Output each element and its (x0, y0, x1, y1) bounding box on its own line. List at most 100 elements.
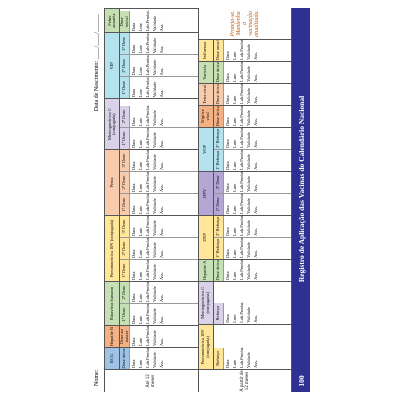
birth-label: Data de Nascimento: ____/____/______ (94, 14, 100, 112)
doses: 1ª Dose Data Lote Lab.Produt. Validade Ass. 2ª… (120, 281, 198, 325)
field-label: Data (131, 249, 136, 259)
age-label: A partir de 12 meses (198, 369, 291, 392)
field-label: Data (131, 359, 136, 369)
field-label: Ass. (252, 73, 258, 82)
dose-cell: Reforço Data Lote Lab.Produt. Validade Ass. (213, 301, 292, 324)
field-label: Data (224, 271, 230, 280)
vaccine-group: Tetra viral Dose única Data Lote Lab.Produt.… (198, 83, 292, 105)
dose-label: 2º Reforço (213, 215, 224, 237)
field-label: Ass. (159, 89, 164, 98)
dose-label: Reforço (213, 302, 224, 324)
field-label: Lab.Produt. (238, 148, 244, 170)
field-label: Lab.Produt. (145, 104, 150, 126)
field-label: Data (131, 88, 136, 98)
field-label: Lab.Produt. (238, 346, 244, 368)
field-label: Validade (152, 286, 157, 302)
field-label: Ass. (159, 272, 164, 280)
field-label: Validade (245, 154, 251, 170)
field-label: Lab.Produt. (145, 126, 150, 148)
field-label: Ass. (159, 45, 164, 54)
field-label: Lote (231, 227, 237, 236)
dose-label: Dose única (213, 259, 224, 281)
vaccine-name: Varicela (198, 61, 214, 83)
age-row: A partir de 12 meses Pneumocócica 10V (co… (198, 8, 292, 392)
field-label: Lote (138, 337, 143, 346)
field-label: Ass. (252, 271, 258, 280)
field-label: Lab.Produt. (238, 214, 244, 236)
dose-label: 1ª Dose (120, 194, 130, 215)
field-label: Validade (152, 15, 157, 32)
field-label: Lab.Produt. (238, 258, 244, 280)
field-label: Data (131, 337, 136, 347)
dose-label: 1º Reforço (213, 149, 224, 171)
dose-label: Dose única (213, 83, 224, 105)
doses: Dose única Data Lote Lab.Produt. Validade Ass… (213, 258, 292, 281)
dose-cell: Dose única Data Lote Lab.Produt. Validade Ass… (213, 61, 292, 83)
field-label: Lab.Produt. (145, 10, 150, 32)
field-label: Lote (138, 117, 143, 126)
doses: Dose inicial Data Lote Lab.Produt. Validade A… (119, 9, 198, 33)
field-label: Validade (152, 59, 157, 76)
field-label: Data (131, 183, 136, 193)
doses: Dose única Data Lote Lab.Produt. Validade Ass… (213, 61, 292, 83)
dose-label: Dose ao nascer (119, 326, 130, 347)
field-label: Lote (138, 23, 143, 32)
vaccine-group: DTP 1º Reforço Data Lote Lab.Produt. Validade… (198, 214, 291, 259)
vaccine-name: Meningocócica C (conjugada) (198, 281, 214, 324)
vaccine-name: Pneumocócica 10V (conjugada) (198, 324, 214, 369)
doses: Reforço Data Lote Lab.Produt. Validade Ass. (213, 282, 292, 324)
field-label: Validade (152, 198, 157, 214)
field-label: Data (131, 139, 136, 149)
name-label: Nome: (94, 369, 100, 386)
dose-label: 2ª Dose (120, 172, 130, 193)
field-label: Ass. (252, 249, 258, 258)
dose-cell: 2ª Dose Data Lote Lab.Produt. Validade Ass. (120, 54, 198, 77)
field-label: Lote (138, 359, 143, 368)
doses: 1ª Dose Data Lote Lab.Produt. Validade Ass. 2ª… (120, 149, 198, 215)
field-label: Lote (231, 117, 237, 126)
dose-cell: 1ª Dose Data Lote Lab.Produt. Validade Ass. (213, 192, 291, 215)
doses: Dose única Data Lote Lab.Produt. Validade Ass… (120, 347, 198, 369)
dose-label: Dose única (120, 348, 130, 369)
doses: Dose única Data Lote Lab.Produt. Validade Ass… (213, 83, 292, 105)
field-label: Ass. (159, 140, 164, 148)
vaccine-name: Rotavírus humano (105, 282, 120, 325)
field-label: Ass. (159, 250, 164, 258)
dose-cell: Reforço Data Lote Lab.Produt. Validade Ass. (213, 346, 292, 369)
vaccine-group: Hepatite B Dose ao nascer Data Lote Lab.Prod… (105, 325, 198, 347)
field-label: Lote (138, 315, 143, 324)
dose-cell: Dose anual Data Lote Lab.Produt. Validade Ass… (213, 39, 292, 61)
field-label: Validade (152, 176, 157, 192)
vaccine-group: Pneumocócica 10V (conjugada) 1ª Dose Data L… (105, 215, 198, 281)
field-label: Lote (231, 314, 237, 323)
vaccine-group: Rotavírus humano 1ª Dose Data Lote Lab.Produ… (105, 281, 198, 325)
field-label: Validade (245, 306, 251, 323)
dose-cell: 2ª Dose Data Lote Lab.Produt. Validade Ass. (120, 171, 198, 193)
field-label: Data (131, 271, 136, 281)
vaccine-group: Meningocócica C (conjugada) 1ª Dose Data Lo… (105, 98, 198, 149)
field-label: Lab.Produt. (238, 192, 244, 214)
field-label: Lote (138, 45, 143, 54)
dose-label: 2º Reforço (213, 127, 224, 149)
age-row: Até 12 meses BCG Dose única Data Lote Lab.Pro… (105, 8, 199, 392)
dose-cell: 3ª Dose Data Lote Lab.Produt. Validade Ass. (120, 32, 198, 55)
field-label: Validade (245, 66, 251, 82)
field-label: Ass. (159, 67, 164, 76)
vaccine-name: Tetra viral (198, 83, 214, 105)
field-label: Lab.Produt. (145, 258, 150, 280)
vaccine-group: Varicela Dose única Data Lote Lab.Produt. Val… (198, 61, 292, 83)
field-label: Ass. (159, 294, 164, 302)
vaccine-name: BCG (105, 348, 120, 369)
vaccine-group: HPV 1ª Dose Data Lote Lab.Produt. Validade Ass… (198, 171, 291, 215)
field-label: Lab.Produt. (145, 32, 150, 54)
field-label: Ass. (252, 139, 258, 148)
dose-cell: 2º Reforço Data Lote Lab.Produt. Validade Ass… (213, 127, 292, 149)
dose-cell: Dose única Data Lote Lab.Produt. Validade Ass… (213, 83, 292, 105)
dose-label: 2ª Dose (120, 55, 130, 77)
field-label: Validade (152, 352, 157, 368)
field-label: Lab.Produt. (145, 192, 150, 214)
field-label: Validade (152, 308, 157, 324)
field-label: Validade (245, 352, 251, 368)
field-label: Data (224, 161, 230, 170)
field-label: Data (131, 293, 136, 303)
